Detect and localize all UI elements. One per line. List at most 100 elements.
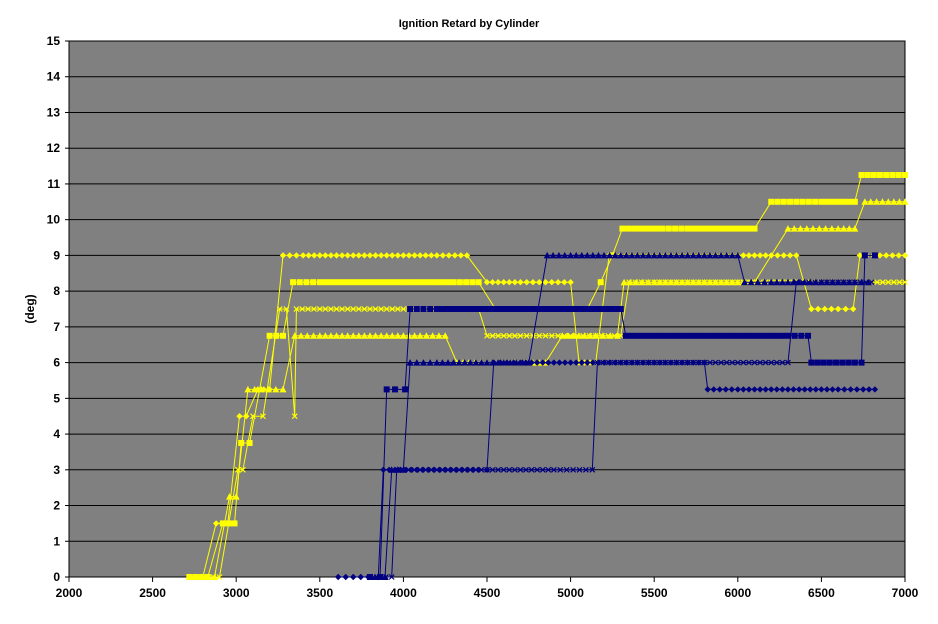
- data-point: [662, 279, 669, 286]
- data-point: [784, 225, 792, 232]
- data-point: [494, 359, 502, 366]
- data-point: [394, 306, 401, 312]
- data-point: [768, 198, 775, 205]
- data-point: [805, 198, 812, 205]
- data-point: [366, 332, 374, 339]
- data-point: [834, 305, 842, 313]
- data-point: [896, 279, 903, 286]
- data-point: [512, 359, 520, 366]
- y-tick-label: 10: [47, 213, 61, 227]
- y-tick-label: 0: [53, 570, 60, 584]
- data-point: [232, 493, 240, 500]
- data-point: [428, 252, 435, 259]
- data-point: [545, 359, 552, 366]
- data-point: [489, 279, 496, 286]
- data-point: [435, 332, 443, 339]
- data-point: [378, 279, 385, 286]
- data-point: [761, 278, 769, 286]
- data-point: [885, 279, 892, 286]
- data-point: [548, 332, 555, 339]
- y-tick-label: 2: [53, 499, 60, 513]
- data-point: [729, 279, 736, 286]
- data-point: [858, 359, 865, 366]
- data-point: [700, 251, 708, 259]
- data-point: [606, 251, 614, 259]
- data-point: [793, 252, 800, 259]
- data-point: [500, 332, 507, 339]
- data-point: [818, 279, 825, 286]
- data-point: [578, 359, 585, 366]
- data-point: [561, 279, 568, 286]
- data-point: [316, 306, 323, 312]
- data-point: [260, 413, 266, 420]
- data-point: [623, 359, 629, 366]
- data-point: [762, 332, 769, 339]
- data-point: [249, 413, 256, 420]
- data-point: [617, 332, 624, 339]
- data-point: [695, 279, 702, 286]
- data-point: [344, 306, 351, 312]
- data-point: [829, 386, 836, 393]
- data-point: [192, 574, 199, 580]
- data-point: [723, 332, 730, 339]
- data-point: [707, 359, 713, 366]
- data-point: [438, 359, 446, 366]
- data-point: [882, 252, 890, 259]
- data-point: [695, 332, 702, 339]
- y-tick-label: 15: [47, 34, 61, 48]
- data-point: [506, 306, 513, 312]
- data-point: [890, 198, 898, 205]
- data-point: [828, 225, 836, 232]
- data-point: [451, 252, 459, 259]
- data-point: [784, 386, 792, 393]
- data-point: [186, 574, 193, 580]
- series-6: [366, 252, 878, 580]
- data-point: [461, 466, 468, 473]
- data-point: [712, 332, 719, 339]
- data-point: [592, 332, 599, 339]
- data-point: [399, 332, 407, 339]
- data-point: [422, 279, 429, 286]
- data-point: [402, 386, 409, 393]
- data-point: [617, 359, 624, 366]
- data-point: [723, 359, 730, 366]
- x-tick-label: 7000: [892, 586, 919, 600]
- data-point: [839, 359, 846, 366]
- data-point: [661, 251, 669, 259]
- data-point: [611, 332, 618, 339]
- data-point: [428, 279, 435, 286]
- data-point: [718, 279, 725, 286]
- data-point: [416, 252, 424, 259]
- data-point: [707, 279, 713, 286]
- x-tick-label: 2000: [56, 586, 83, 600]
- data-point: [327, 279, 334, 286]
- data-point: [665, 225, 672, 232]
- data-point: [570, 466, 577, 473]
- data-point: [444, 359, 452, 366]
- data-point: [361, 252, 368, 259]
- data-point: [204, 574, 211, 580]
- data-point: [226, 493, 234, 500]
- data-point: [861, 252, 868, 259]
- data-point: [589, 251, 597, 259]
- data-point: [884, 198, 892, 205]
- data-point: [406, 359, 414, 366]
- data-point: [478, 466, 485, 473]
- data-point: [394, 279, 401, 286]
- data-point: [656, 251, 664, 259]
- data-point: [784, 332, 791, 339]
- data-point: [545, 306, 552, 312]
- data-point: [712, 251, 720, 259]
- data-point: [650, 251, 658, 259]
- data-point: [355, 279, 362, 286]
- data-point: [549, 251, 557, 259]
- data-point: [599, 332, 605, 339]
- data-point: [383, 306, 390, 312]
- series-8: [377, 279, 875, 580]
- data-point: [706, 251, 714, 259]
- data-point: [606, 306, 613, 312]
- data-point: [773, 332, 780, 339]
- data-point: [856, 252, 864, 259]
- data-point: [728, 386, 735, 393]
- data-point: [500, 466, 507, 473]
